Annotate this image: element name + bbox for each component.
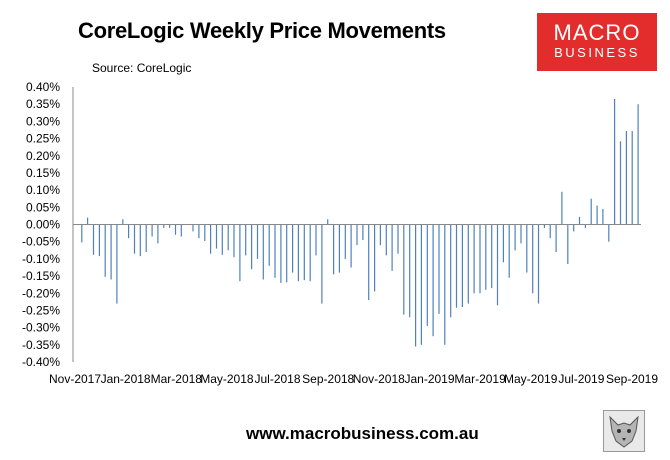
y-tick-label: -0.30%	[22, 321, 60, 335]
x-tick-label: Jul-2019	[558, 372, 604, 386]
x-tick-label: Mar-2018	[151, 372, 203, 386]
logo-line-2: BUSINESS	[554, 45, 640, 60]
x-tick-label: May-2019	[504, 372, 558, 386]
y-tick-label: -0.40%	[22, 355, 60, 369]
footer-url: www.macrobusiness.com.au	[246, 424, 479, 443]
logo-line-1: MACRO	[553, 20, 641, 45]
x-tick-label: Sep-2019	[606, 372, 658, 386]
bars-group	[81, 99, 639, 347]
y-tick-label: 0.00%	[26, 218, 60, 232]
axes-group	[72, 87, 641, 362]
y-tick-label: 0.10%	[26, 183, 60, 197]
wolf-icon	[603, 410, 645, 452]
x-tick-label: Sep-2018	[302, 372, 354, 386]
y-tick-label: 0.15%	[26, 166, 60, 180]
chart-title: CoreLogic Weekly Price Movements	[78, 18, 446, 43]
y-tick-label: -0.25%	[22, 303, 60, 317]
x-tick-label: Jan-2018	[101, 372, 151, 386]
x-tick-label: Jan-2019	[404, 372, 454, 386]
x-tick-label: Jul-2018	[254, 372, 300, 386]
x-tick-label: Nov-2017	[49, 372, 101, 386]
y-tick-label: 0.20%	[26, 149, 60, 163]
x-tick-label: Nov-2018	[353, 372, 405, 386]
macrobusiness-logo: MACRO BUSINESS	[537, 13, 657, 71]
y-tick-label: -0.05%	[22, 235, 60, 249]
y-tick-label: -0.35%	[22, 338, 60, 352]
y-tick-label: 0.30%	[26, 114, 60, 128]
x-tick-label: Mar-2019	[454, 372, 506, 386]
y-tick-label: -0.15%	[22, 269, 60, 283]
bar-chart: 0.40% 0.35% 0.30% 0.25% 0.20% 0.15% 0.10% 0.05%…	[22, 80, 658, 386]
y-tick-label: 0.25%	[26, 132, 60, 146]
y-tick-label: 0.40%	[26, 80, 60, 94]
y-tick-label: -0.20%	[22, 286, 60, 300]
y-tick-label: 0.05%	[26, 200, 60, 214]
y-tick-labels: 0.40% 0.35% 0.30% 0.25% 0.20% 0.15% 0.10% 0.05%…	[22, 80, 60, 369]
y-tick-label: 0.35%	[26, 97, 60, 111]
chart-source: Source: CoreLogic	[92, 61, 192, 75]
y-tick-label: -0.10%	[22, 252, 60, 266]
x-tick-label: May-2018	[200, 372, 254, 386]
